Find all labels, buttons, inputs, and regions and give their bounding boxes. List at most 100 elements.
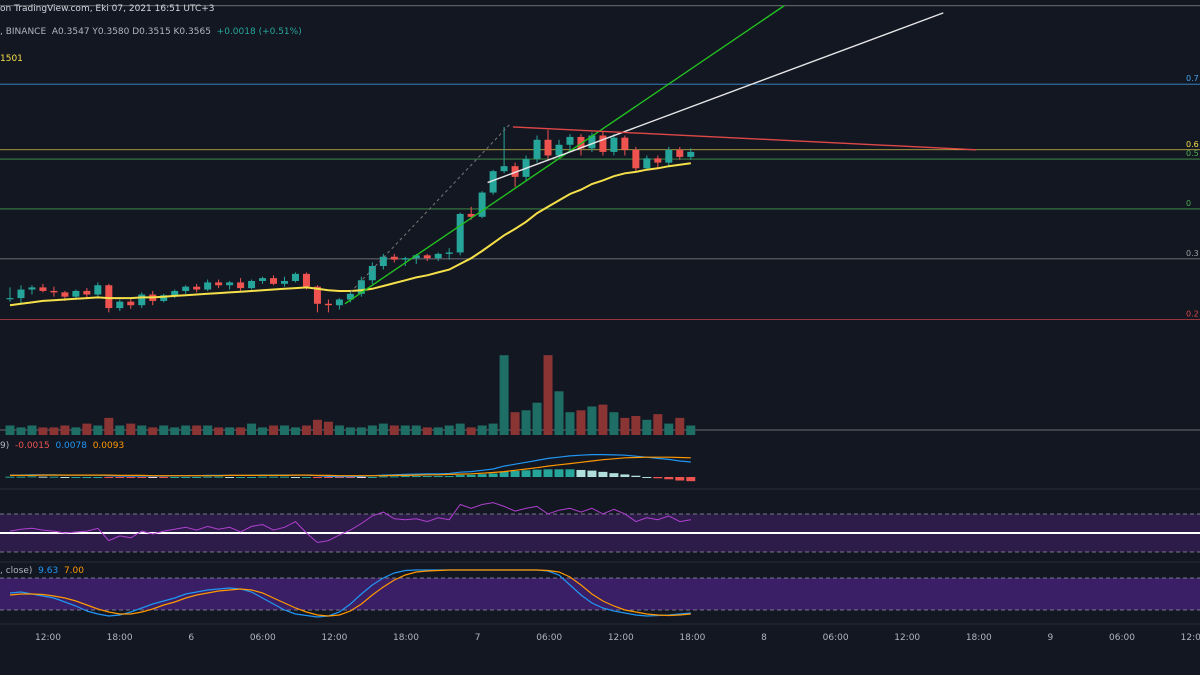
candle-body (226, 282, 234, 286)
ema-legend: 1501 (0, 54, 23, 65)
candle-body (489, 171, 497, 193)
volume-bar (159, 425, 169, 435)
macd-params: 9) (0, 441, 10, 451)
candle-body (270, 278, 278, 284)
candle-body (588, 135, 596, 149)
volume-bar (312, 419, 322, 435)
macd-histogram-bar (345, 477, 355, 478)
macd-histogram-bar (444, 476, 454, 478)
macd-histogram-bar (378, 476, 388, 478)
chart-source: on TradingView.com, Eki 07, 2021 16:51 U… (0, 4, 215, 15)
candle-body (94, 285, 102, 295)
exchange-name: , BINANCE (0, 27, 47, 37)
ema-line (9, 162, 691, 307)
volume-bar (554, 391, 564, 435)
candle-body (676, 149, 684, 157)
candle-body (687, 151, 695, 157)
candle-body (215, 282, 223, 286)
macd-histogram-bar (422, 476, 432, 478)
macd-histogram-bar (27, 476, 37, 478)
resistance-red-line (512, 126, 977, 151)
macd-histogram-bar (5, 476, 15, 478)
candle-body (401, 258, 409, 260)
macd-histogram-bar (664, 477, 674, 480)
volume-bar (137, 425, 147, 435)
macd-histogram-bar (642, 477, 652, 478)
volume-bar (521, 410, 531, 435)
macd-histogram-bar (148, 477, 158, 478)
macd-histogram-bar (576, 469, 586, 477)
volume-bar (192, 425, 202, 435)
macd-histogram-bar (620, 474, 630, 477)
volume-bar (499, 355, 509, 435)
volume-bar (181, 425, 191, 435)
x-tick-label: 9 (1048, 633, 1054, 643)
macd-histogram-bar (115, 477, 125, 478)
x-tick-label: 12:00 (1181, 633, 1200, 643)
macd-histogram-bar (181, 477, 191, 478)
candle-body (368, 266, 376, 281)
volume-bar (686, 425, 696, 435)
candle-body (138, 294, 146, 306)
macd-histogram-bar (543, 469, 553, 477)
volume-bar (115, 425, 125, 435)
candle-body (500, 166, 508, 172)
volume-bar (477, 425, 487, 435)
x-tick-label: 12:00 (35, 633, 61, 643)
macd-histogram-bar (214, 476, 224, 478)
volume-bar (71, 427, 81, 435)
candlesticks (6, 126, 695, 313)
x-tick-label: 18:00 (107, 633, 133, 643)
candle-body (456, 213, 464, 253)
volume-bar (236, 427, 246, 435)
volume-bar (301, 425, 311, 435)
macd-histogram-bar (675, 477, 685, 481)
volume-bar (598, 404, 608, 435)
candle-body (313, 286, 321, 304)
candle-body (116, 301, 124, 309)
fib-levels (0, 5, 1200, 431)
x-tick-label: 18:00 (679, 633, 705, 643)
volume-bar (214, 427, 224, 435)
macd-histogram-bar (137, 477, 147, 478)
candle-body (248, 280, 256, 289)
macd-histogram-bar (60, 477, 70, 478)
candle-body (511, 166, 519, 177)
candle-body (357, 280, 365, 294)
fib-level-label: 0.3 (1186, 249, 1199, 258)
volume-bar (488, 423, 498, 435)
candle-body (566, 136, 574, 145)
volume-bar (400, 425, 410, 435)
volume-bar (345, 427, 355, 435)
candle-body (621, 137, 629, 150)
x-tick-label: 8 (761, 633, 767, 643)
candle-body (445, 252, 453, 254)
macd-histogram-bar (170, 477, 180, 478)
volume-bar (225, 427, 235, 435)
fib-level-label: 0.7 (1186, 74, 1199, 83)
volume-bar (16, 427, 26, 435)
volume-bar (631, 416, 641, 435)
candle-body (50, 290, 58, 293)
x-tick-label: 06:00 (536, 633, 562, 643)
volume-bar (82, 423, 92, 435)
x-tick-label: 12:00 (608, 633, 634, 643)
stoch-params: , close) (0, 566, 33, 576)
stoch-d-value: 7.00 (63, 566, 84, 576)
candle-body (555, 144, 563, 156)
volume-bar (269, 425, 279, 435)
measure-dashed-line (350, 123, 512, 293)
macd-histogram-bar (236, 477, 246, 478)
candle-body (478, 192, 486, 217)
volume-bar (455, 423, 465, 435)
candle-body (160, 295, 168, 301)
x-tick-label: 06:00 (1109, 633, 1135, 643)
macd-histogram-bar (301, 477, 311, 478)
candle-body (302, 273, 310, 287)
macd-histogram-bar (38, 476, 48, 478)
candle-body (291, 273, 299, 281)
macd-histogram-bar (159, 477, 169, 478)
stoch-k-value: 9.63 (38, 566, 59, 576)
volume-bar (422, 427, 432, 435)
